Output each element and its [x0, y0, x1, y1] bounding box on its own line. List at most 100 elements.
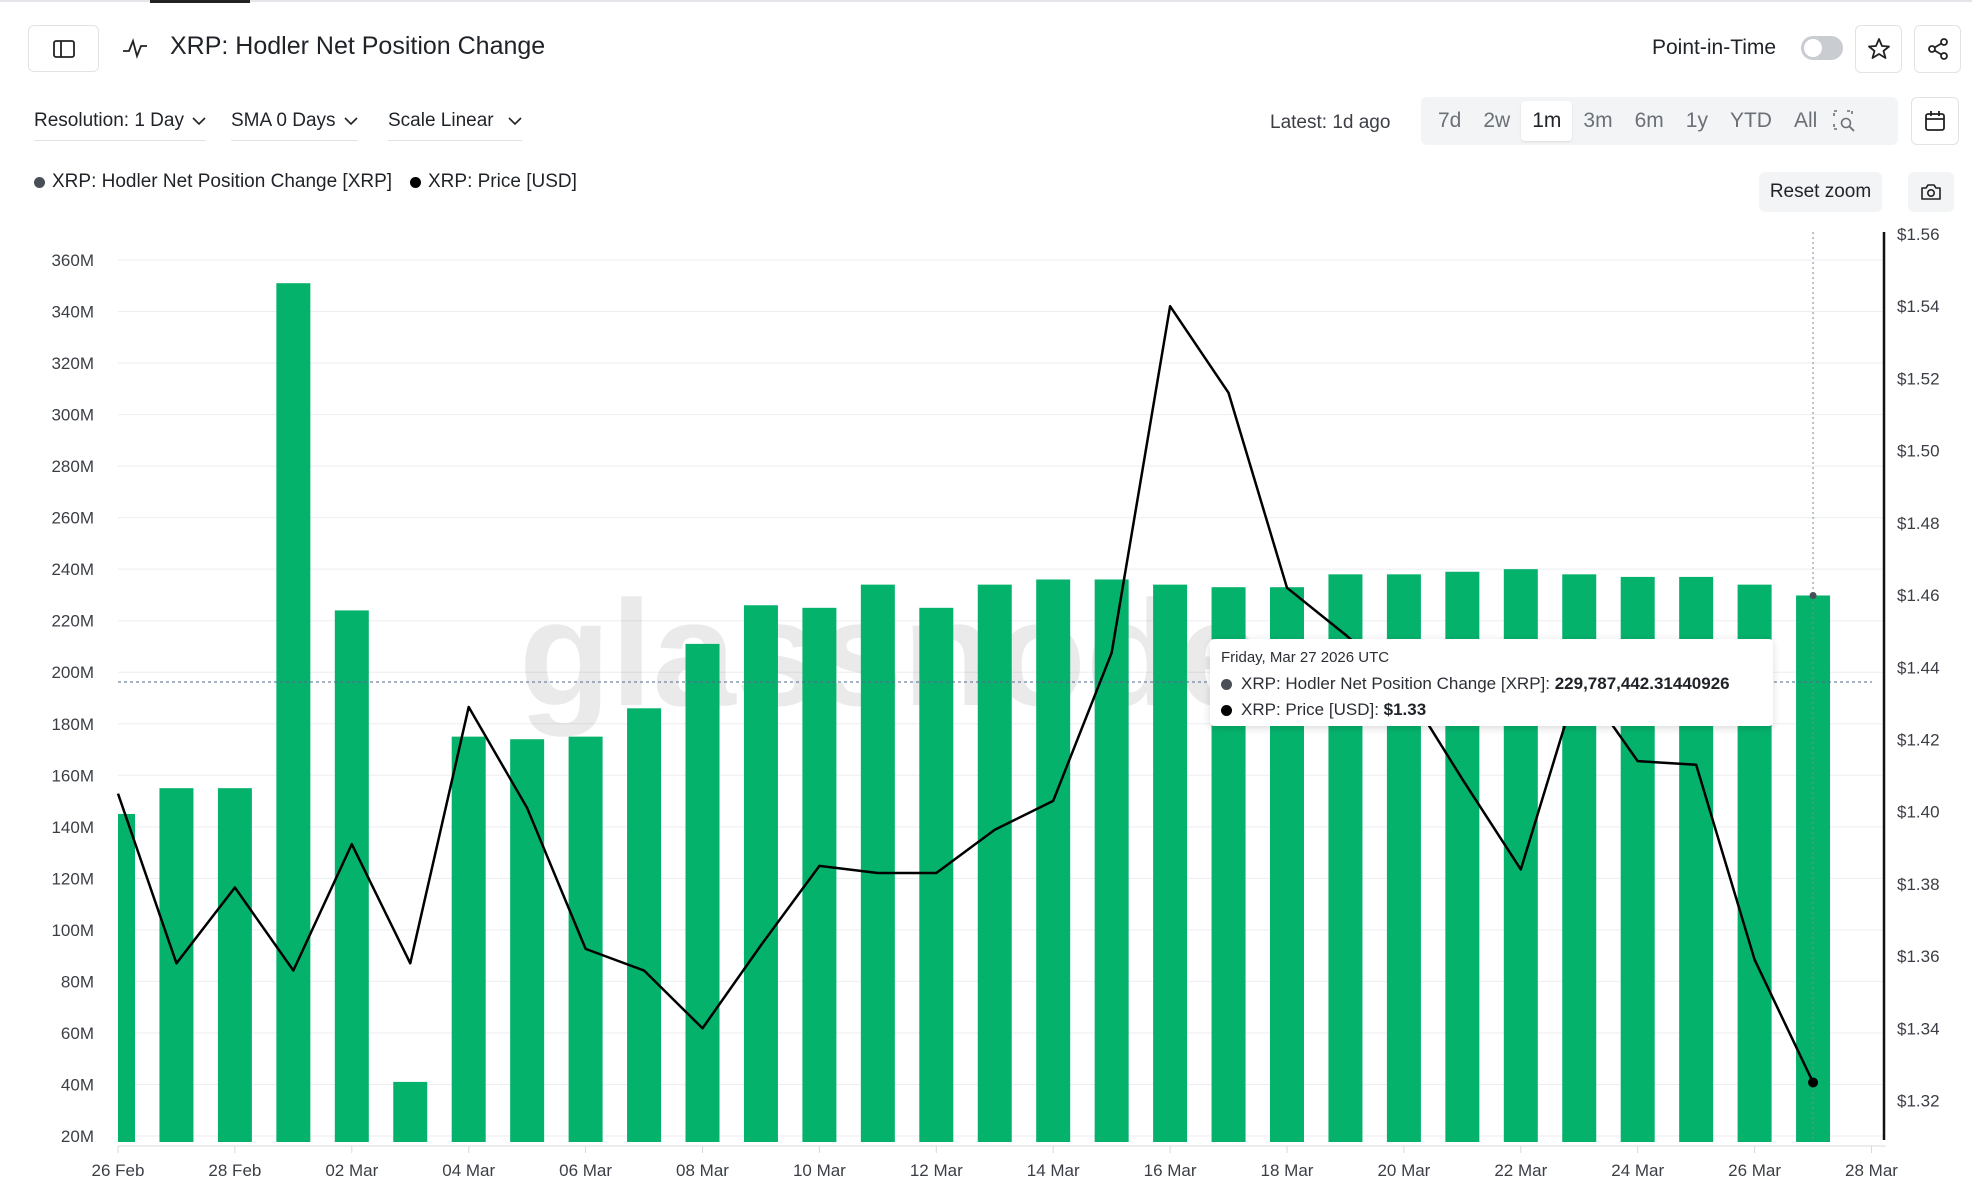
bar	[118, 813, 135, 1142]
bar	[568, 736, 603, 1142]
y-left-tick-label: 140M	[51, 818, 94, 837]
range-1y[interactable]: 1y	[1685, 109, 1708, 132]
legend-dot	[34, 176, 45, 188]
y-right-tick-label: $1.36	[1897, 947, 1940, 966]
legend-label: XRP: Hodler Net Position Change [XRP]	[52, 171, 393, 192]
tooltip-label: XRP: Hodler Net Position Change [XRP]:	[1241, 674, 1555, 693]
tooltip-label: XRP: Price [USD]:	[1241, 700, 1384, 719]
chart-line-icon	[123, 38, 147, 59]
resolution-dropdown[interactable]: Resolution: 1 Day	[34, 110, 206, 141]
tooltip-dot	[1221, 704, 1232, 716]
x-tick-label: 28 Mar	[1845, 1161, 1898, 1180]
tooltip-value: 229,787,442.31440926	[1554, 674, 1730, 693]
bar	[1153, 584, 1188, 1142]
x-tick-label: 24 Mar	[1611, 1161, 1664, 1180]
y-right-tick-label: $1.32	[1897, 1092, 1940, 1111]
tooltip-date: Friday, Mar 27 2026 UTC	[1221, 649, 1390, 666]
bar	[743, 605, 778, 1142]
x-tick-label: 20 Mar	[1377, 1161, 1430, 1180]
chevron-down-icon	[508, 116, 522, 125]
y-left-tick-label: 280M	[51, 457, 94, 476]
tooltip: Friday, Mar 27 2026 UTC XRP: Hodler Net …	[1210, 639, 1773, 726]
legend-dot	[410, 176, 421, 188]
range-7d[interactable]: 7d	[1438, 109, 1462, 132]
zoom-select-icon[interactable]	[1832, 109, 1856, 133]
y-left-tick-label: 340M	[51, 303, 94, 322]
y-right-tick-label: $1.50	[1897, 442, 1940, 461]
x-tick-label: 06 Mar	[559, 1161, 612, 1180]
bar	[802, 607, 837, 1142]
bar	[393, 1081, 428, 1142]
y-left-tick-label: 180M	[51, 715, 94, 734]
y-right-tick-label: $1.42	[1897, 730, 1940, 749]
bar	[159, 788, 194, 1142]
y-left-tick-label: 320M	[51, 354, 94, 373]
y-left-tick-label: 40M	[61, 1075, 94, 1094]
y-right-tick-label: $1.38	[1897, 875, 1940, 894]
y-left-tick-label: 20M	[61, 1127, 94, 1146]
legend-item-price[interactable]: XRP: Price [USD]	[410, 171, 577, 193]
chevron-down-icon	[192, 116, 206, 125]
resolution-label: Resolution: 1 Day	[34, 110, 184, 131]
range-all[interactable]: All	[1793, 109, 1818, 132]
x-tick-label: 26 Mar	[1728, 1161, 1781, 1180]
y-left-tick-label: 100M	[51, 921, 94, 940]
sma-label: SMA 0 Days	[231, 110, 336, 131]
y-right-tick-label: $1.54	[1897, 297, 1940, 316]
x-tick-label: 10 Mar	[793, 1161, 846, 1180]
latest-update: Latest: 1d ago	[1270, 112, 1391, 133]
x-tick-label: 12 Mar	[910, 1161, 963, 1180]
range-2w[interactable]: 2w	[1483, 109, 1511, 132]
point-in-time-toggle[interactable]	[1801, 36, 1843, 60]
range-1m[interactable]: 1m	[1521, 101, 1573, 141]
x-tick-label: 16 Mar	[1144, 1161, 1197, 1180]
legend-item-hodler[interactable]: XRP: Hodler Net Position Change [XRP]	[34, 171, 392, 193]
sidebar-toggle-button[interactable]	[28, 25, 99, 72]
date-picker-button[interactable]	[1911, 97, 1959, 145]
bar	[451, 736, 486, 1142]
bar-highlight-point	[1809, 591, 1817, 599]
y-right-tick-label: $1.48	[1897, 514, 1940, 533]
y-left-tick-label: 240M	[51, 560, 94, 579]
bar	[510, 739, 545, 1142]
sma-dropdown[interactable]: SMA 0 Days	[231, 110, 358, 141]
y-right-tick-label: $1.52	[1897, 369, 1940, 388]
y-right-tick-label: $1.34	[1897, 1019, 1940, 1038]
tooltip-row-hodler: XRP: Hodler Net Position Change [XRP]: 2…	[1221, 674, 1762, 694]
scale-dropdown[interactable]: Scale Linear	[388, 110, 522, 141]
x-tick-label: 04 Mar	[442, 1161, 495, 1180]
tooltip-row-price: XRP: Price [USD]: $1.33	[1221, 700, 1762, 720]
y-left-tick-label: 160M	[51, 766, 94, 785]
range-ytd[interactable]: YTD	[1729, 109, 1772, 132]
bar	[1094, 579, 1129, 1142]
sidebar-toggle-icon	[52, 39, 75, 58]
bar	[627, 708, 662, 1142]
y-left-tick-label: 260M	[51, 509, 94, 528]
tooltip-value: $1.33	[1383, 700, 1427, 719]
star-icon	[1867, 38, 1890, 59]
price-highlight-point	[1808, 1077, 1819, 1088]
x-tick-label: 22 Mar	[1494, 1161, 1547, 1180]
bar	[685, 643, 720, 1142]
range-3m[interactable]: 3m	[1583, 109, 1613, 132]
y-right-tick-label: $1.56	[1897, 225, 1940, 244]
range-6m[interactable]: 6m	[1634, 109, 1664, 132]
bar	[217, 788, 252, 1142]
calendar-icon	[1925, 111, 1945, 131]
y-left-tick-label: 200M	[51, 663, 94, 682]
y-left-tick-label: 60M	[61, 1024, 94, 1043]
y-left-tick-label: 300M	[51, 406, 94, 425]
y-right-tick-label: $1.46	[1897, 586, 1940, 605]
y-right-tick-label: $1.40	[1897, 803, 1940, 822]
favorite-button[interactable]	[1855, 25, 1902, 73]
y-left-tick-label: 80M	[61, 972, 94, 991]
share-icon	[1927, 38, 1948, 60]
screenshot-button[interactable]	[1908, 172, 1954, 212]
x-tick-label: 14 Mar	[1027, 1161, 1080, 1180]
share-button[interactable]	[1914, 25, 1961, 73]
price-line	[116, 304, 1815, 1083]
bar	[919, 607, 954, 1142]
reset-zoom-button[interactable]: Reset zoom	[1759, 172, 1882, 212]
time-range-selector: 7d 2w 1m 3m 6m 1y YTD All	[1421, 97, 1898, 145]
